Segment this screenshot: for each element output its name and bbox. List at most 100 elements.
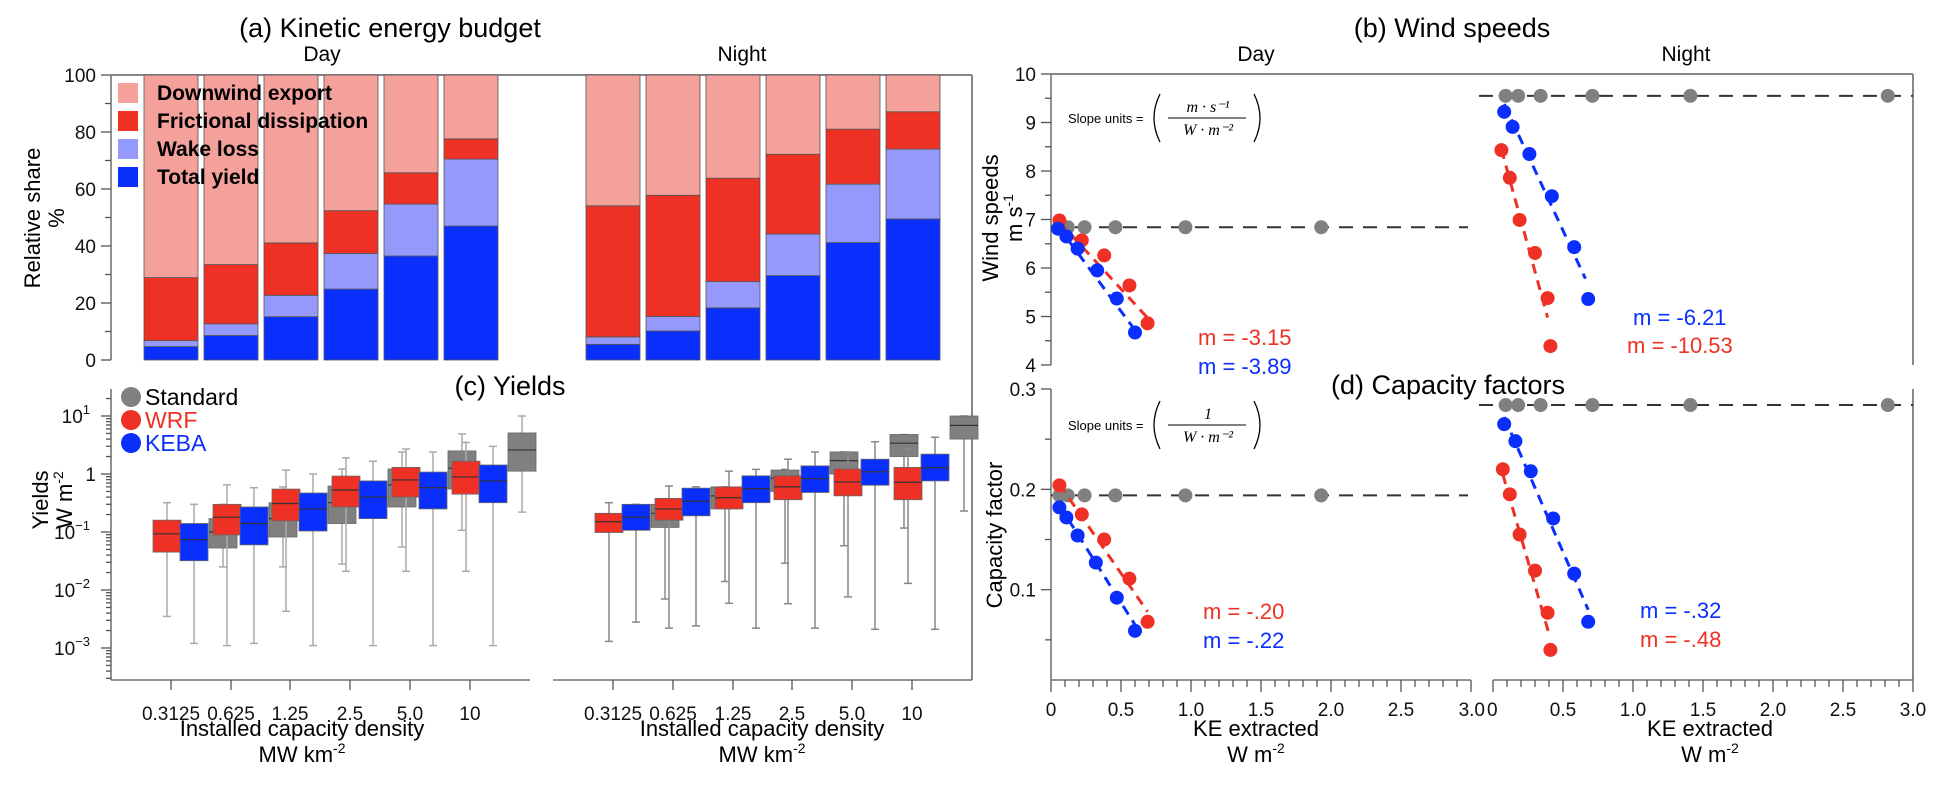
panel-d-night-xlabel: KE extracted — [1647, 716, 1773, 741]
point-keba — [1505, 119, 1520, 134]
point-standard — [1683, 398, 1698, 413]
panel-d-xtick-label: 2.5 — [1830, 700, 1856, 721]
panel-d-xtick-label: 2.0 — [1318, 700, 1344, 721]
fit-line-wrf — [1058, 483, 1149, 613]
legend-label: Wake loss — [157, 138, 259, 161]
bar-segment-day-wake-loss — [203, 323, 259, 336]
panel-c-ytick-label: 10−1 — [54, 518, 90, 544]
panel-c-xtick-label: 0.3125 — [584, 704, 642, 725]
bar-segment-day-downwind-export — [263, 74, 319, 244]
point-standard — [1533, 88, 1548, 103]
panel-d-title: (d) Capacity factors — [1331, 370, 1565, 400]
slope-units-numerator: 1 — [1204, 406, 1212, 423]
bar-segment-night-wake-loss — [825, 183, 881, 243]
box-keba — [179, 523, 209, 562]
bar-segment-day-frictional-dissipation — [383, 172, 439, 205]
point-keba — [1109, 590, 1124, 605]
box-keba — [358, 480, 388, 520]
box-wrf — [212, 503, 242, 536]
point-wrf — [1494, 143, 1509, 158]
panel-c-xtick-label: 10 — [459, 704, 480, 725]
panel-a-ytick-label: 60 — [75, 180, 96, 201]
panel-c-night-xlabel: Installed capacity density — [640, 716, 885, 741]
box-wrf — [451, 460, 481, 495]
bar-segment-day-total-yield — [143, 346, 199, 361]
point-standard — [1077, 220, 1092, 235]
point-standard — [1314, 220, 1329, 235]
slope-label-keba: m = -6.21 — [1633, 305, 1727, 330]
bar-segment-night-wake-loss — [705, 281, 761, 309]
box-standard — [949, 415, 979, 440]
panel-a-ytick-label: 40 — [75, 237, 96, 258]
panel-d-xtick-label: 3.0 — [1459, 700, 1485, 721]
panel-d-xtick-label: 2.5 — [1388, 700, 1414, 721]
point-standard — [1108, 220, 1123, 235]
box-wrf — [391, 466, 421, 498]
panel-c-xtick-label: 1.25 — [272, 704, 309, 725]
point-wrf — [1512, 212, 1527, 227]
point-keba — [1546, 511, 1561, 526]
box-keba — [681, 487, 711, 517]
panel-a-ytick-label: 20 — [75, 294, 96, 315]
paren-left — [1153, 93, 1161, 143]
panel-d-night-xunit: W m-2 — [1681, 740, 1739, 767]
legend-label-wrf: WRF — [145, 407, 197, 433]
bar-segment-day-total-yield — [443, 225, 499, 361]
panel-c-ytick-label: 10−2 — [54, 576, 90, 602]
point-standard — [1683, 88, 1698, 103]
panel-c-ytick-label: 101 — [62, 402, 90, 428]
panel-d-xtick-label: 0.5 — [1550, 700, 1576, 721]
point-wrf — [1543, 339, 1558, 354]
panel-d-ytick-label: 0.1 — [1010, 581, 1036, 602]
point-standard — [1511, 88, 1526, 103]
point-wrf — [1540, 605, 1555, 620]
panel-a-day-label: Day — [303, 43, 341, 66]
bar-segment-night-total-yield — [705, 307, 761, 361]
point-keba — [1070, 241, 1085, 256]
point-wrf — [1074, 507, 1089, 522]
panel-c-xtick-label: 0.625 — [649, 704, 697, 725]
panel-d-xtick-label: 1.5 — [1248, 700, 1274, 721]
panel-d-xtick-label: 1.5 — [1690, 700, 1716, 721]
panel-a-yunit-text: % — [44, 208, 69, 228]
bar-segment-night-wake-loss — [765, 233, 821, 277]
panel-c-ylabel-text: Yields — [28, 470, 53, 529]
bar-segment-night-wake-loss — [885, 148, 941, 220]
point-standard — [1077, 488, 1092, 503]
bar-segment-day-wake-loss — [443, 158, 499, 227]
panel-b-yunit-text: m s-1 — [1000, 194, 1027, 242]
panel-c-xtick-label: 5.0 — [397, 704, 423, 725]
panel-c-xtick-label: 2.5 — [779, 704, 805, 725]
bar-segment-night-downwind-export — [645, 74, 701, 196]
panel-a-title: (a) Kinetic energy budget — [239, 13, 541, 43]
fit-line-wrf — [1499, 148, 1550, 318]
panel-c-xtick-label: 1.25 — [715, 704, 752, 725]
point-wrf — [1122, 278, 1137, 293]
point-standard — [1511, 398, 1526, 413]
bar-segment-night-downwind-export — [765, 74, 821, 155]
point-wrf — [1140, 614, 1155, 629]
panel-b-night-label: Night — [1661, 43, 1710, 66]
point-wrf — [1502, 170, 1517, 185]
fit-line-wrf — [1058, 220, 1149, 319]
point-keba — [1567, 566, 1582, 581]
bar-segment-night-downwind-export — [825, 74, 881, 130]
slope-label-keba: m = -.32 — [1640, 598, 1721, 623]
bar-segment-night-total-yield — [585, 343, 641, 361]
panel-b: 4 5 6 7 8 9 10 Slope units = m · s⁻¹ W · m⁻² m = -… — [1015, 65, 1914, 379]
slope-units-label: Slope units = — [1068, 418, 1144, 433]
slope-units-numerator: m · s⁻¹ — [1186, 99, 1229, 116]
panel-a-ytick-label: 0 — [85, 351, 96, 372]
panel-d-ytick-label: 0.2 — [1010, 480, 1036, 501]
bar-segment-night-frictional-dissipation — [765, 153, 821, 235]
bar-segment-night-frictional-dissipation — [585, 205, 641, 338]
point-keba — [1581, 614, 1596, 629]
box-wrf — [893, 466, 923, 501]
panel-c-ytick-label: 10−3 — [54, 634, 90, 660]
panel-c-yunit-text: W m-2 — [50, 471, 77, 529]
slope-label-keba: m = -3.89 — [1198, 354, 1292, 379]
panel-d-xtick-label: 0.5 — [1108, 700, 1134, 721]
panel-c-night-xunit: MW km-2 — [719, 740, 806, 767]
point-keba — [1052, 500, 1067, 515]
bar-segment-night-frictional-dissipation — [645, 194, 701, 317]
